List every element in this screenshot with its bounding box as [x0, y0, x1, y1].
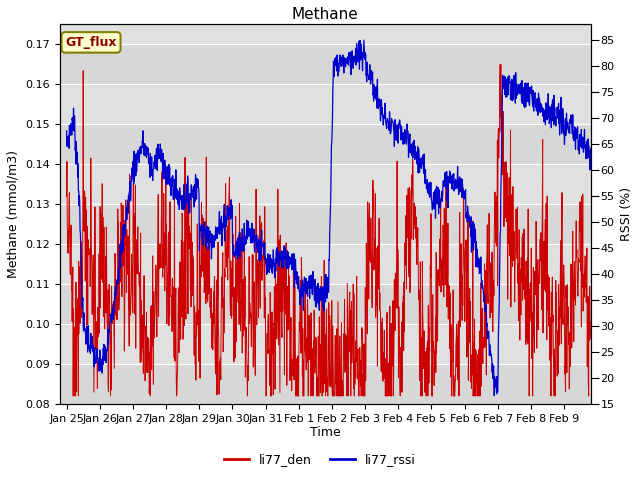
Text: GT_flux: GT_flux — [65, 36, 116, 49]
Bar — [60, 364, 591, 404]
Title: Methane: Methane — [292, 7, 358, 22]
Bar — [60, 45, 591, 84]
Bar — [60, 124, 591, 164]
Legend: li77_den, li77_rssi: li77_den, li77_rssi — [219, 448, 421, 471]
Bar — [60, 284, 591, 324]
Y-axis label: Methane (mmol/m3): Methane (mmol/m3) — [7, 150, 20, 278]
X-axis label: Time: Time — [310, 426, 340, 440]
Y-axis label: RSSI (%): RSSI (%) — [620, 187, 633, 241]
Bar — [60, 204, 591, 244]
